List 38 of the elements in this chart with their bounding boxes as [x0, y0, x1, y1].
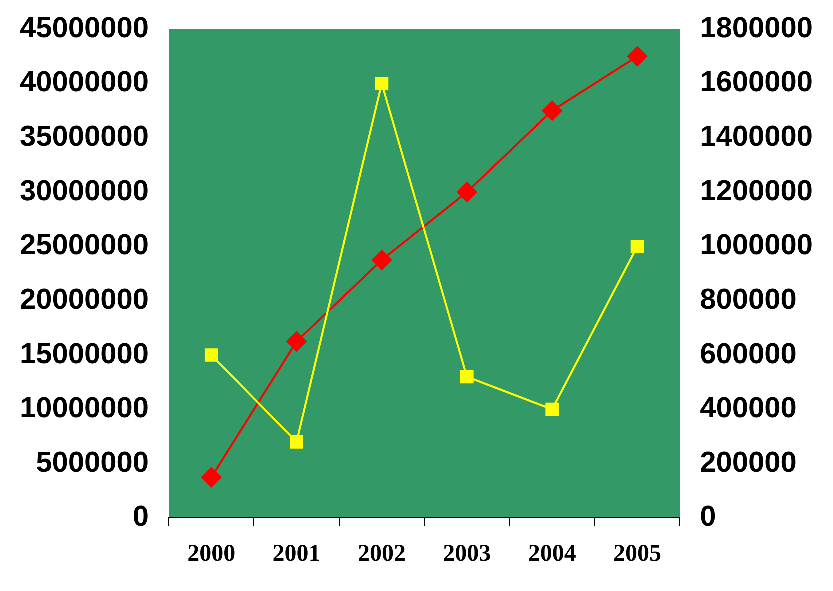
y-tick-label: 15000000	[20, 338, 150, 370]
point	[628, 46, 648, 67]
x-tick-label: 2005	[614, 540, 662, 567]
y-tick-label: 0	[132, 501, 150, 534]
y2-tick-label: 800000	[700, 284, 797, 316]
point	[290, 436, 304, 449]
x-tick-label: 2000	[188, 540, 236, 567]
point	[286, 332, 307, 352]
y2-tick-label: 200000	[700, 446, 797, 479]
y-tick-label: 35000000	[20, 121, 150, 154]
x-tick-label: 2002	[358, 540, 406, 567]
y-tick-label: 30000000	[20, 175, 150, 208]
y2-tick-label: 600000	[700, 338, 797, 370]
point	[542, 100, 562, 121]
y-tick-label: 20000000	[20, 284, 150, 316]
y2-tick-label: 1400000	[700, 121, 814, 154]
y-tick-label: 10000000	[20, 392, 150, 425]
point	[204, 348, 218, 362]
y2-tick-label: 1200000	[700, 175, 814, 208]
y2-tick-label: 0	[700, 501, 716, 534]
x-tick-label: 2001	[272, 540, 321, 567]
point	[202, 467, 222, 488]
y2-tick-label: 1000000	[700, 230, 814, 262]
y-tick-label: 40000000	[20, 66, 150, 99]
point	[630, 240, 644, 254]
y2-tick-label: 1600000	[700, 66, 814, 99]
point	[460, 370, 474, 384]
point	[546, 402, 559, 416]
x-tick-label: 2003	[443, 540, 492, 567]
x-tick-label: 2004	[528, 540, 576, 567]
point	[375, 77, 389, 90]
point	[372, 250, 392, 270]
y-tick-label: 45000000	[20, 12, 150, 44]
point	[457, 182, 478, 202]
y2-tick-label: 400000	[700, 392, 797, 425]
y2-tick-label: 1800000	[700, 12, 814, 44]
y-tick-label: 5000000	[36, 446, 150, 479]
y-tick-label: 25000000	[20, 230, 150, 262]
